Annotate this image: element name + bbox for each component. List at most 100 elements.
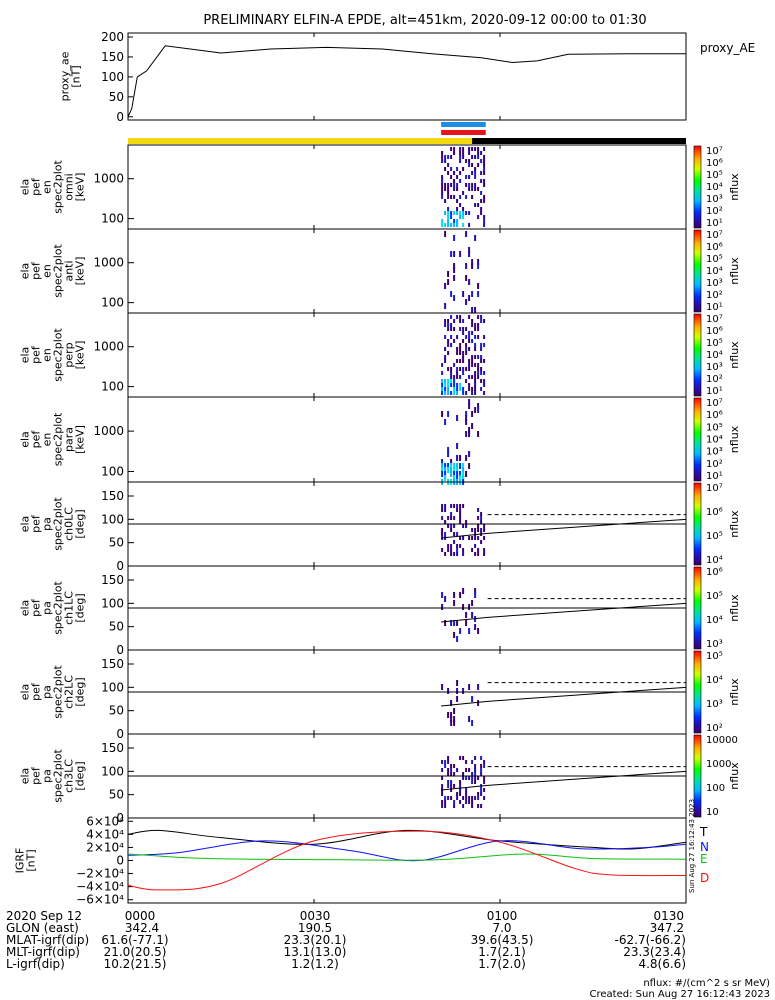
spectrogram-pixel xyxy=(483,195,486,199)
spectrogram-pixel xyxy=(483,764,486,768)
spectrogram-pixel xyxy=(477,263,480,269)
spectrogram-pixel xyxy=(465,620,468,626)
spectrogram-pixel xyxy=(444,319,447,323)
spectrogram-pixel xyxy=(465,768,468,772)
y-axis-label-line: pef xyxy=(30,682,43,701)
mlt-0: 21.0(20.5) xyxy=(104,945,167,959)
spectrogram-pixel xyxy=(483,379,486,383)
y-axis-label-line: spec2plot xyxy=(52,749,65,803)
spectrogram-pixel xyxy=(465,796,468,800)
spectrogram-pixel xyxy=(459,455,462,461)
spectrogram-pixel xyxy=(474,764,477,768)
spectrogram-pixel xyxy=(483,524,486,528)
spectrogram-pixel xyxy=(483,371,486,375)
y-tick-label: 100 xyxy=(101,70,124,84)
spectrogram-pixel xyxy=(456,768,459,772)
spectrogram-pixel xyxy=(456,391,459,395)
spectrogram-pixel xyxy=(447,712,450,718)
spectrogram-pixel xyxy=(456,223,459,227)
spectrogram-pixel xyxy=(477,203,480,207)
spectrogram-pixel xyxy=(474,552,477,556)
status-bars xyxy=(128,122,686,144)
y-axis-label-line: pef xyxy=(30,514,43,533)
spectrogram-pixel xyxy=(462,796,465,800)
spectrogram-pixel xyxy=(447,548,450,552)
igrf-panel: T N E D 6×10⁴4×10⁴2×10⁴0−2×10⁴−4×10⁴−6×1… xyxy=(14,814,710,906)
mlat-2: 39.6(43.5) xyxy=(471,933,534,947)
colorbar-tick-label: 10⁶ xyxy=(706,158,723,169)
spectrogram-pixel xyxy=(483,159,486,163)
spectrogram-pixel xyxy=(444,475,447,481)
spectrogram-pixel xyxy=(462,776,465,780)
spectrogram-pixel xyxy=(453,532,456,536)
spectrogram-pixel xyxy=(459,544,462,548)
spectrogram-pixel xyxy=(465,411,468,417)
spectrogram-pixels xyxy=(441,315,486,395)
y-tick-label: 100 xyxy=(101,465,124,479)
panel-frame xyxy=(127,228,687,314)
spectrogram-pixel xyxy=(450,315,453,319)
spectrogram-pixel xyxy=(450,768,453,772)
colorbar-tick-label: 10⁴ xyxy=(706,266,723,277)
spectrogram-pixel xyxy=(465,159,468,163)
spectrogram-pixel xyxy=(465,520,468,524)
spectrogram-pixel xyxy=(480,792,483,796)
spectrogram-pixel xyxy=(441,800,444,804)
spectrogram-pixel xyxy=(450,167,453,171)
spectrogram-pixel xyxy=(453,516,456,520)
y-axis-label: IGRF[nT] xyxy=(14,848,38,874)
spectrogram-pixel xyxy=(483,760,486,764)
spectrogram-pixel xyxy=(441,463,444,469)
spectrogram-pixel xyxy=(477,283,480,289)
y-axis-label-line: ela xyxy=(19,600,32,617)
spectrogram-pixel xyxy=(447,379,450,383)
spectrogram-pixel xyxy=(483,780,486,784)
spectrogram-pixel xyxy=(450,796,453,800)
row-label-date: 2020 Sep 12 xyxy=(6,909,82,923)
spectrogram-pixel xyxy=(462,291,465,297)
spectrogram-pixel xyxy=(450,343,453,347)
spectrogram-pixel xyxy=(453,471,456,477)
spectrogram-pixel xyxy=(453,171,456,175)
spectrogram-pixel xyxy=(477,215,480,219)
spectrogram-pixel xyxy=(453,263,456,269)
spectrogram-pixel xyxy=(471,796,474,800)
spectrogram-pixel xyxy=(480,343,483,347)
spectrogram-pixel xyxy=(447,447,450,453)
spectrogram-pixel xyxy=(453,147,456,151)
mlt-1: 13.1(13.0) xyxy=(284,945,347,959)
spectrogram-pixel xyxy=(441,784,444,788)
spectrogram-pixel xyxy=(441,191,444,195)
spectrogram-pixel xyxy=(465,263,468,269)
spectrogram-pixel xyxy=(480,772,483,776)
spectrogram-pixel xyxy=(480,512,483,516)
loss-cone-solid xyxy=(441,770,687,791)
spectrogram-pixel xyxy=(447,271,450,277)
panel-perp: 1000100elapefenspec2plotperp[keV]10⁷10⁶1… xyxy=(19,312,741,398)
spectrogram-pixel xyxy=(468,187,471,191)
spectrogram-pixel xyxy=(474,375,477,379)
spectrogram-pixel xyxy=(453,632,456,638)
spectrogram-pixel xyxy=(468,387,471,391)
spectrogram-pixel xyxy=(471,263,474,269)
spectrogram-pixel xyxy=(459,504,462,508)
spectrogram-pixel xyxy=(468,339,471,343)
spectrogram-pixel xyxy=(474,796,477,800)
y-axis-label-line: en xyxy=(41,348,54,362)
spectrogram-pixel xyxy=(462,359,465,363)
spectrogram-pixel xyxy=(462,471,465,477)
spectrogram-pixel xyxy=(450,467,453,473)
spectrogram-pixel xyxy=(471,600,474,606)
y-axis-label-line: pa xyxy=(41,769,54,783)
y-tick-label: 200 xyxy=(101,30,124,44)
spectrogram-pixel xyxy=(465,419,468,425)
spectrogram-pixel xyxy=(441,411,444,417)
spectrogram-pixel xyxy=(471,363,474,367)
spectrogram-pixel xyxy=(447,467,450,473)
units-note: nflux: #/(cm^2 s sr MeV) xyxy=(643,978,770,989)
spectrogram-pixel xyxy=(465,231,468,237)
spectrogram-pixel xyxy=(444,760,447,764)
y-tick-label: −4×10⁴ xyxy=(76,880,124,894)
colorbar-tick-label: 10⁴ xyxy=(706,675,723,686)
spectrogram-pixel xyxy=(471,331,474,335)
